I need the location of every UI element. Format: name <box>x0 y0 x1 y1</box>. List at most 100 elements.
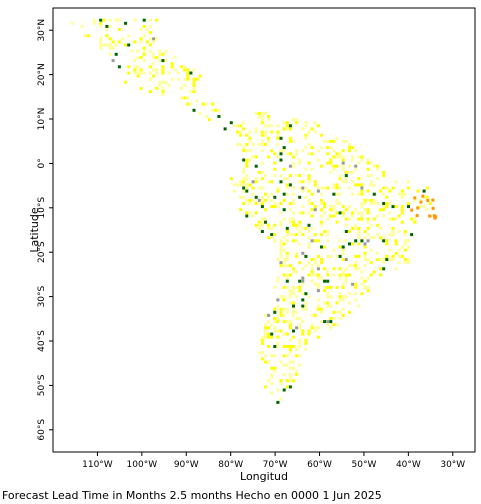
forecast-cell <box>369 183 373 187</box>
forecast-cell <box>335 164 339 168</box>
forecast-cell <box>351 192 355 196</box>
forecast-cell <box>307 236 311 240</box>
forecast-cell <box>108 37 112 41</box>
forecast-cell <box>254 195 258 199</box>
forecast-cell <box>363 258 367 261</box>
forecast-cell <box>379 273 383 277</box>
forecast-cell <box>279 220 283 224</box>
forecast-cell <box>260 139 264 143</box>
forecast-cell <box>434 215 438 219</box>
forecast-cell <box>304 292 308 296</box>
forecast-cell <box>288 127 292 131</box>
forecast-cell <box>295 251 299 255</box>
forecast-cell <box>161 59 165 63</box>
forecast-cell <box>425 186 429 190</box>
forecast-cell <box>93 18 96 22</box>
forecast-cell <box>282 295 286 299</box>
forecast-cell <box>180 96 183 100</box>
forecast-cell <box>301 332 305 336</box>
forecast-cell <box>313 258 317 261</box>
forecast-cell <box>357 177 361 181</box>
forecast-cell <box>288 292 292 296</box>
forecast-cell <box>282 345 286 348</box>
forecast-cell <box>248 139 252 143</box>
forecast-cell <box>366 226 370 230</box>
forecast-cell <box>320 233 323 237</box>
forecast-cell <box>285 251 289 255</box>
forecast-cell <box>323 202 327 205</box>
forecast-cell <box>391 254 395 258</box>
forecast-cell <box>329 205 333 209</box>
forecast-cell <box>363 254 367 258</box>
forecast-cell <box>267 136 271 140</box>
forecast-cell <box>298 279 302 283</box>
forecast-cell <box>117 18 121 22</box>
forecast-cell <box>298 285 302 289</box>
forecast-cell <box>117 40 121 44</box>
forecast-cell <box>313 183 317 187</box>
forecast-cell <box>326 230 330 233</box>
forecast-cell <box>400 211 404 215</box>
forecast-cell <box>282 127 286 131</box>
forecast-cell <box>189 90 193 94</box>
forecast-cell <box>391 233 395 237</box>
forecast-cell <box>270 198 274 202</box>
forecast-cell <box>105 34 109 38</box>
forecast-cell <box>332 208 336 212</box>
forecast-cell <box>357 230 361 233</box>
forecast-cell <box>428 202 432 205</box>
forecast-cell <box>403 242 407 246</box>
forecast-cell <box>242 189 246 193</box>
forecast-cell <box>301 186 305 190</box>
forecast-cell <box>111 46 115 50</box>
forecast-cell <box>301 292 305 296</box>
forecast-cell <box>301 267 305 271</box>
lat-tick-label: 10°N <box>37 108 47 131</box>
forecast-cell <box>279 379 283 383</box>
forecast-cell <box>335 301 339 305</box>
forecast-cell <box>320 208 323 212</box>
forecast-cell <box>341 161 345 165</box>
forecast-cell <box>292 301 295 305</box>
forecast-cell <box>326 285 330 289</box>
forecast-cell <box>236 183 239 187</box>
forecast-cell <box>422 189 426 193</box>
forecast-cell <box>282 373 286 376</box>
lon-tick-label: 40°W <box>396 460 421 470</box>
forecast-cell <box>285 230 289 233</box>
forecast-cell <box>264 220 267 224</box>
forecast-cell <box>288 301 292 305</box>
forecast-cell <box>108 24 112 28</box>
forecast-cell <box>217 115 221 118</box>
forecast-cell <box>257 198 261 202</box>
forecast-cell <box>372 270 376 274</box>
forecast-cell <box>242 170 246 174</box>
forecast-cell <box>341 158 345 162</box>
forecast-cell <box>298 345 302 348</box>
forecast-cell <box>279 360 283 364</box>
forecast-cell <box>316 149 320 153</box>
forecast-cell <box>348 292 351 296</box>
forecast-cell <box>298 195 302 199</box>
forecast-cell <box>341 164 345 168</box>
forecast-cell <box>363 264 367 268</box>
forecast-cell <box>301 211 305 215</box>
forecast-cell <box>273 354 277 358</box>
latitude-ticks: 30°N 20°N 10°N 0° 10°S 20°S 30°S 40°S 50°S 60°S <box>37 19 53 441</box>
forecast-cell <box>335 152 339 156</box>
forecast-cell <box>320 214 323 218</box>
forecast-cell <box>186 96 190 100</box>
forecast-cell <box>379 226 383 230</box>
forecast-cell <box>282 121 286 125</box>
forecast-cell <box>80 24 84 28</box>
forecast-cell <box>357 161 361 165</box>
forecast-cell <box>192 108 196 112</box>
forecast-cell <box>124 21 128 25</box>
forecast-cell <box>117 65 121 69</box>
forecast-cell <box>338 267 342 271</box>
forecast-cell <box>270 382 274 386</box>
forecast-cell <box>114 52 118 56</box>
forecast-cell <box>242 127 246 131</box>
forecast-cell <box>192 77 196 81</box>
forecast-cell <box>270 323 274 327</box>
